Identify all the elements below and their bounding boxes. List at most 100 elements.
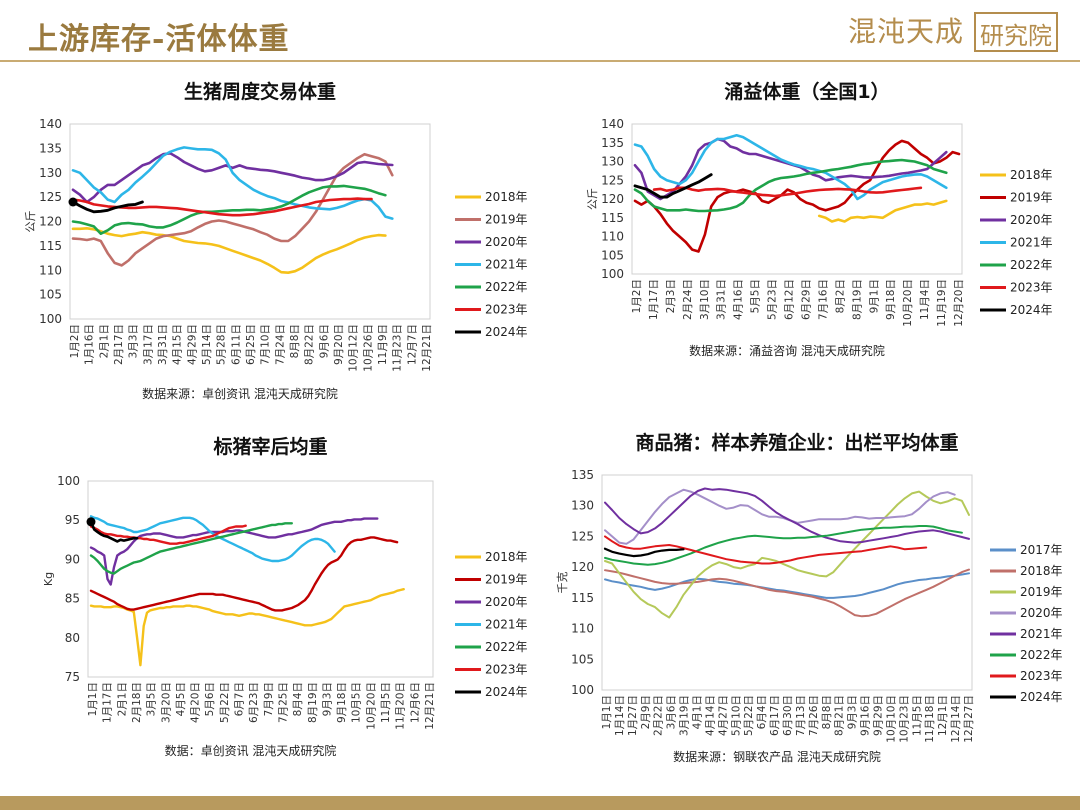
legend-item: 2018年 <box>455 550 528 564</box>
x-tick-label: 6月17日 <box>769 695 781 736</box>
y-tick-label: 135 <box>601 136 624 150</box>
legend-label: 2018年 <box>1010 168 1053 182</box>
footer-bar <box>0 796 1080 810</box>
x-tick-label: 3月3日 <box>128 324 140 358</box>
legend-label: 2024年 <box>485 685 528 699</box>
legend-item: 2024年 <box>980 303 1053 317</box>
y-tick-label: 90 <box>65 552 80 566</box>
x-tick-label: 3月5日 <box>146 682 158 716</box>
x-tick-label: 12月6日 <box>409 682 421 723</box>
x-tick-label: 1月14日 <box>614 695 626 736</box>
x-tick-label: 7月13日 <box>795 695 807 736</box>
x-tick-label: 5月10日 <box>730 695 742 736</box>
legend-item: 2022年 <box>455 280 528 294</box>
chart-svg: 生猪周度交易体重 100 105 110 115 120 125 130 135 140 公斤 1月2… <box>24 80 528 401</box>
legend-label: 2019年 <box>485 573 528 587</box>
x-tick-label: 9月29日 <box>873 695 885 736</box>
x-tick-label: 6月4日 <box>756 695 768 729</box>
y-tick-label: 140 <box>601 117 624 131</box>
y-tick-label: 100 <box>571 683 594 697</box>
x-tick-label: 11月9日 <box>377 324 389 365</box>
legend-item: 2018年 <box>980 168 1053 182</box>
x-tick-label: 11月20日 <box>395 682 407 730</box>
legend-label: 2020年 <box>1020 606 1063 620</box>
legend-label: 2018年 <box>485 550 528 564</box>
x-tick-label: 5月22日 <box>743 695 755 736</box>
x-tick-label: 2月3日 <box>665 279 677 313</box>
x-tick-label: 2月18日 <box>131 682 143 723</box>
legend-item: 2023年 <box>455 663 528 677</box>
y-tick-label: 110 <box>601 230 624 244</box>
x-tick-label: 10月20日 <box>902 279 914 327</box>
legend-item: 2024年 <box>990 690 1063 704</box>
x-tick-label: 12月20日 <box>953 279 965 327</box>
series-line-2020 <box>71 152 394 204</box>
chart-svg: 商品猪：样本养殖企业：出栏平均体重 100 105 110 115 120 125 130 13… <box>556 431 1063 764</box>
series-line-2021 <box>604 487 970 544</box>
chart-source-note: 数据：卓创资讯 混沌天成研究院 <box>165 743 337 758</box>
series-line-2019 <box>604 490 970 619</box>
y-axis-label: 公斤 <box>586 188 599 210</box>
series-line-2024 <box>633 173 713 199</box>
legend-label: 2022年 <box>485 280 528 294</box>
legend-item: 2017年 <box>990 543 1063 557</box>
series-line-2023 <box>89 524 247 545</box>
x-tick-label: 5月28日 <box>216 324 228 365</box>
x-tick-label: 4月27日 <box>717 695 729 736</box>
series-line-2023 <box>604 535 928 565</box>
legend-item: 2018年 <box>455 190 528 204</box>
series-line-2018 <box>604 568 970 618</box>
y-tick-label: 130 <box>571 499 594 513</box>
legend-label: 2020年 <box>485 235 528 249</box>
y-tick-label: 110 <box>571 622 594 636</box>
x-tick-label: 6月25日 <box>245 324 257 365</box>
y-tick-label: 85 <box>65 592 80 606</box>
x-tick-label: 6月23日 <box>248 682 260 723</box>
legend-label: 2023年 <box>485 663 528 677</box>
series-line-2022 <box>89 522 293 575</box>
y-tick-label: 105 <box>571 652 594 666</box>
x-tick-label: 1月16日 <box>84 324 96 365</box>
x-tick-label: 4月1日 <box>692 695 704 729</box>
chart-title: 涌益体重（全国1） <box>724 80 889 103</box>
x-tick-label: 4月20日 <box>190 682 202 723</box>
x-tick-label: 6月29日 <box>800 279 812 320</box>
y-tick-label: 115 <box>601 211 624 225</box>
x-tick-label: 10月10日 <box>885 695 897 743</box>
legend-item: 2018年 <box>990 564 1063 578</box>
logo-main-text: 混沌天成 <box>848 15 965 48</box>
x-tick-label: 1月1日 <box>87 682 99 716</box>
x-tick-label: 9月3日 <box>847 695 859 729</box>
x-tick-label: 8月8日 <box>821 695 833 729</box>
x-tick-label: 9月6日 <box>318 324 330 358</box>
legend-label: 2020年 <box>1010 213 1053 227</box>
x-tick-label: 8月22日 <box>304 324 316 365</box>
logo-seal-text: 研究院 <box>980 22 1052 50</box>
chart-source-note: 数据来源：涌益咨询 混沌天成研究院 <box>689 343 885 358</box>
x-tick-label: 5月5日 <box>750 279 762 313</box>
series-start-marker <box>68 197 78 207</box>
y-tick-label: 115 <box>39 239 62 253</box>
series-line-2019 <box>71 152 394 267</box>
legend-label: 2023年 <box>1020 669 1063 683</box>
plot-area <box>69 123 431 320</box>
y-tick-label: 100 <box>57 474 80 488</box>
y-tick-label: 120 <box>39 215 62 229</box>
y-tick-label: 120 <box>571 560 594 574</box>
x-tick-label: 3月31日 <box>157 324 169 365</box>
x-tick-label: 6月7日 <box>234 682 246 716</box>
legend-item: 2024年 <box>455 685 528 699</box>
chart-slaughter-avg-weight: 标猪宰后均重 75 80 85 90 95 100 Kg 1月1日 1月17日 2月1日 2月18日 3… <box>0 425 540 770</box>
x-tick-label: 11月19日 <box>936 279 948 327</box>
x-tick-label: 11月18日 <box>924 695 936 743</box>
x-tick-label: 9月18日 <box>336 682 348 723</box>
y-axis-label: 公斤 <box>24 211 37 233</box>
y-tick-label: 130 <box>39 166 62 180</box>
legend-item: 2020年 <box>455 595 528 609</box>
legend-item: 2023年 <box>455 303 528 317</box>
y-tick-label: 140 <box>39 117 62 131</box>
plot-area <box>601 474 973 691</box>
legend-label: 2024年 <box>485 325 528 339</box>
legend-label: 2024年 <box>1020 690 1063 704</box>
series-line-2019 <box>633 139 961 253</box>
